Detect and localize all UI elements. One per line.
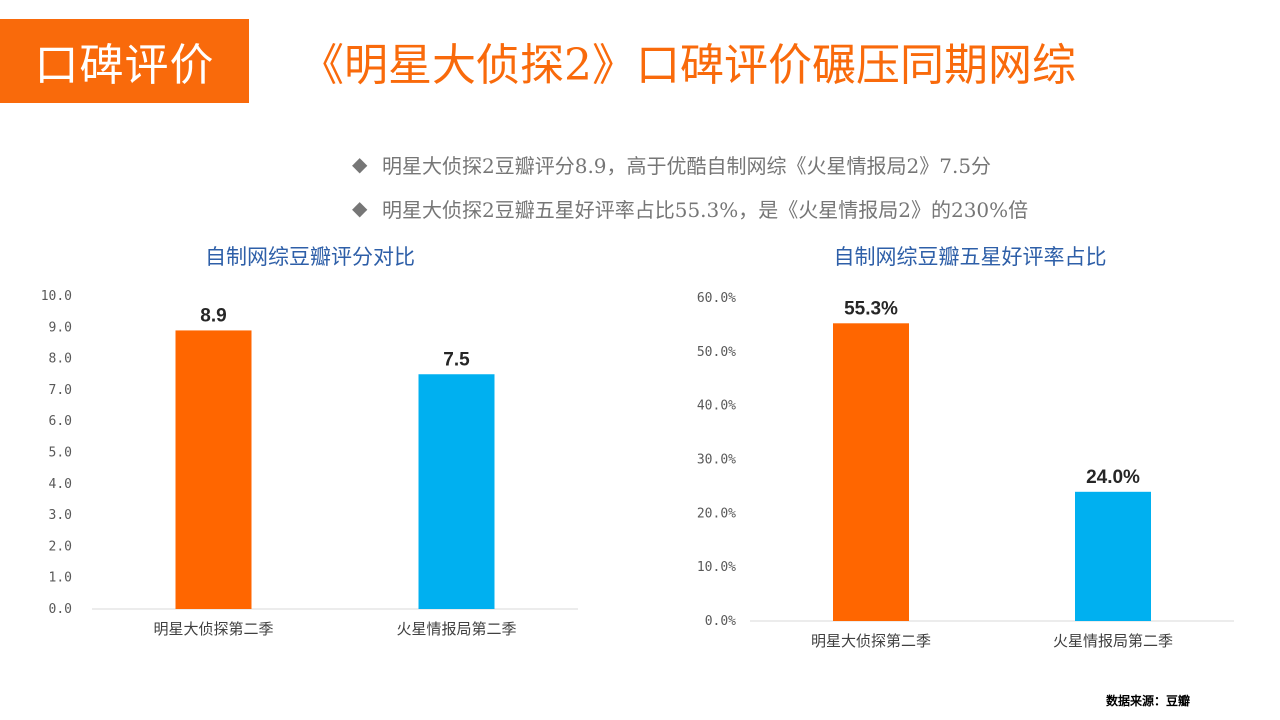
y-tick-label: 4.0 [49,477,72,492]
page-title: 《明星大侦探2》口碑评价碾压同期网综 [300,40,1076,91]
y-tick-label: 0.0% [705,614,736,629]
x-category-label: 明星大侦探第二季 [811,632,931,650]
diamond-icon: ◆ [352,152,368,176]
data-label: 8.9 [200,305,226,326]
y-tick-label: 6.0 [49,414,72,429]
y-tick-label: 9.0 [49,320,72,335]
y-tick-label: 1.0 [49,571,72,586]
y-tick-label: 50.0% [697,345,736,360]
bullet-item: ◆ 明星大侦探2豆瓣五星好评率占比55.3%，是《火星情报局2》的230%倍 [352,190,1252,226]
y-tick-label: 30.0% [697,453,736,468]
data-label: 7.5 [443,349,470,370]
y-tick-label: 10.0% [697,560,736,575]
x-category-label: 火星情报局第二季 [1053,632,1173,650]
bullet-item: ◆ 明星大侦探2豆瓣评分8.9，高于优酷自制网综《火星情报局2》7.5分 [352,146,1252,182]
x-category-label: 明星大侦探第二季 [153,620,273,638]
diamond-icon: ◆ [352,196,368,220]
chart-title-five-star: 自制网综豆瓣五星好评率占比 [833,245,1107,269]
bar [833,323,909,621]
data-label: 55.3% [844,298,898,319]
bar [175,330,252,609]
y-tick-label: 0.0 [49,602,72,617]
bar [418,374,495,609]
x-category-label: 火星情报局第二季 [396,620,516,638]
bullet-text: 明星大侦探2豆瓣评分8.9，高于优酷自制网综《火星情报局2》7.5分 [382,153,992,178]
y-tick-label: 7.0 [49,383,72,398]
y-tick-label: 40.0% [697,399,736,414]
bullet-text: 明星大侦探2豆瓣五星好评率占比55.3%，是《火星情报局2》的230%倍 [382,197,1029,222]
data-source: 数据来源：豆瓣 [1105,694,1190,708]
data-label: 24.0% [1086,467,1140,488]
y-tick-label: 8.0 [49,352,72,367]
y-tick-label: 3.0 [49,508,72,523]
chart-title-score: 自制网综豆瓣评分对比 [205,245,415,269]
section-tag: 口碑评价 [0,19,249,103]
y-tick-label: 60.0% [697,291,736,306]
y-tick-label: 10.0 [41,289,72,304]
y-tick-label: 2.0 [49,539,72,554]
bullet-list: ◆ 明星大侦探2豆瓣评分8.9，高于优酷自制网综《火星情报局2》7.5分 ◆ 明… [352,146,1252,234]
y-tick-label: 5.0 [49,446,72,461]
y-tick-label: 20.0% [697,506,736,521]
bar [1075,491,1151,621]
